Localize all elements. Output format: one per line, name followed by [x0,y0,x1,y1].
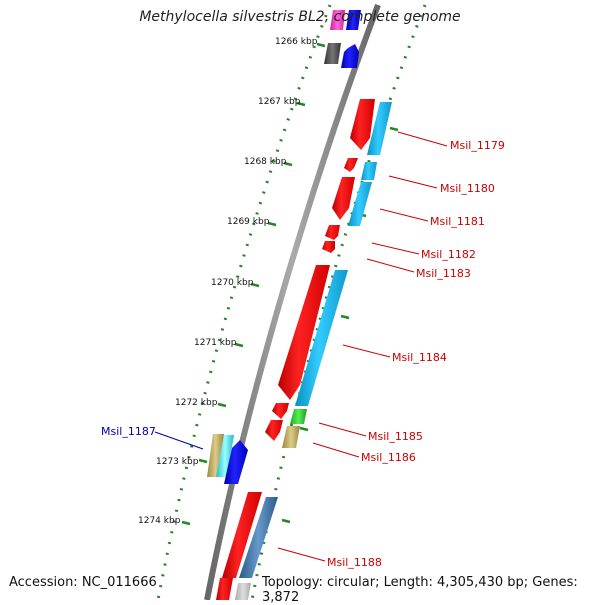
label-msil-1184[interactable]: Msil_1184 [392,351,447,364]
gene-msil-1180[interactable] [344,158,358,172]
backbone-line [204,3,381,601]
gene-msil-1188-cds[interactable] [239,497,278,578]
tick-mark [281,518,291,524]
label-msil-1180[interactable]: Msil_1180 [440,182,495,195]
gene-msil-1187-feature[interactable] [207,434,224,477]
gene-msil-1181-cds[interactable] [348,182,372,226]
leader-line [342,344,391,358]
gene-msil-1181[interactable] [332,177,355,220]
leader-line [371,242,420,255]
label-msil-1187[interactable]: Msil_1187 [101,425,156,438]
gene-msil-1187-cds[interactable] [216,435,234,477]
gene-msil-1185[interactable] [272,403,289,419]
tick-label-1267: 1267 kbp [258,97,301,107]
gene-labels: Msil_1179 Msil_1180 Msil_1181 Msil_1182 … [101,139,505,569]
tick-label-1266: 1266 kbp [275,37,318,47]
gene-msil-1186[interactable] [265,420,283,441]
leader-line [277,547,326,562]
gene-feature[interactable] [235,583,251,600]
tick-mark [217,402,227,408]
leader-line [154,431,204,450]
tick-labels: 1266 kbp 1267 kbp 1268 kbp 1269 kbp 1270… [138,37,318,526]
gene-feature[interactable] [330,10,345,30]
tick-label-1268: 1268 kbp [244,157,287,167]
gene-features [207,10,392,600]
leader-line [397,131,448,147]
gene-msil-1184-cds[interactable] [295,270,348,406]
leader-line [312,442,360,458]
tick-mark [234,342,244,348]
accession-label: Accession: NC_011666 [9,575,159,590]
gene-msil-1182[interactable] [325,225,340,240]
tick-label-1270: 1270 kbp [211,278,254,288]
label-msil-1182[interactable]: Msil_1182 [421,248,476,261]
gene-msil-1183[interactable] [322,241,335,253]
tick-mark [316,42,326,48]
gene-feature[interactable] [216,578,233,600]
label-msil-1179[interactable]: Msil_1179 [450,139,505,152]
gene-feature[interactable] [341,44,359,68]
gene-msil-1188[interactable] [222,492,262,578]
leader-line [366,258,415,273]
leader-line [379,208,429,222]
tick-mark [299,426,309,432]
tick-label-1274: 1274 kbp [138,516,181,526]
gene-msil-1184[interactable] [278,265,330,400]
gene-msil-1187[interactable] [224,440,248,484]
label-msil-1186[interactable]: Msil_1186 [361,451,416,464]
tick-mark [389,126,399,132]
genome-title: Methylocella silvestris BL2, complete ge… [139,9,461,25]
tick-mark [250,282,260,288]
tick-mark [267,221,277,227]
gene-msil-1179[interactable] [350,99,375,150]
label-msil-1188[interactable]: Msil_1188 [327,556,382,569]
gene-msil-1186-feature[interactable] [282,426,300,448]
leader-line [388,175,438,189]
tick-mark [198,458,208,464]
tick-mark [296,101,306,107]
leader-line [318,422,367,437]
tick-label-1269: 1269 kbp [227,217,270,227]
gene-msil-1180-cds[interactable] [361,162,377,180]
tick-mark [340,314,350,320]
tick-label-1271: 1271 kbp [194,338,237,348]
topology-label: Topology: circular; Length: 4,305,430 bp… [259,575,600,605]
gene-msil-1185-rna[interactable] [290,409,307,424]
scale-tracks [156,4,427,601]
label-msil-1181[interactable]: Msil_1181 [430,215,485,228]
label-msil-1183[interactable]: Msil_1183 [416,267,471,280]
label-leaders [154,131,448,562]
gene-feature[interactable] [346,10,361,30]
tick-label-1273: 1273 kbp [156,457,199,467]
backbone [204,3,381,601]
gene-feature[interactable] [324,43,341,64]
tick-mark [181,520,191,526]
label-msil-1185[interactable]: Msil_1185 [368,430,423,443]
tick-label-1272: 1272 kbp [175,398,218,408]
tick-mark [283,161,293,167]
gene-msil-1179-cds[interactable] [367,102,392,155]
